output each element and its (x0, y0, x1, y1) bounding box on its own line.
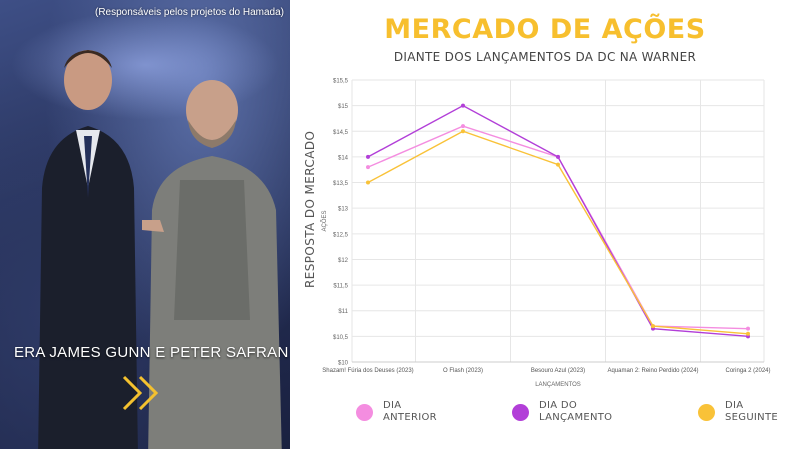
legend-label-line1: DIA (383, 400, 402, 411)
double-chevron-right-icon (122, 375, 159, 411)
y-tick-label: $14 (338, 155, 349, 161)
y-tick-label: $12 (338, 258, 349, 264)
legend-item-dia-do-lancamento: DIA DO LANÇAMENTO (512, 400, 619, 424)
person-left-figure (38, 50, 138, 449)
y-tick-label: $13 (338, 207, 349, 213)
legend-item-dia-seguinte: DIA SEGUINTE (698, 400, 800, 424)
x-tick-label: O Flash (2023) (443, 368, 483, 374)
chart-legend: DIA ANTERIOR DIA DO LANÇAMENTO DIA SEGUI… (290, 400, 800, 440)
side-label: RESPOSTA DO MERCADO (303, 130, 317, 288)
line-chart: $10 $10,5 $11 $11,5 $12 $12,5 $13 $13,5 $14 $14,5… (321, 79, 771, 389)
legend-label-line1: DIA DO (539, 400, 578, 411)
data-point (461, 124, 465, 129)
legend-dot (356, 404, 373, 421)
legend-label: DIA SEGUINTE (725, 400, 800, 424)
y-tick-label: $15 (338, 104, 349, 110)
data-point (651, 324, 655, 329)
y-tick-label: $10,5 (333, 335, 349, 341)
data-point (556, 154, 560, 159)
x-axis-label: LANÇAMENTOS (535, 382, 581, 388)
series-line (367, 130, 749, 335)
x-tick-label: Besouro Azul (2023) (531, 368, 585, 374)
legend-label-line2: LANÇAMENTO (539, 412, 613, 423)
data-point (366, 180, 370, 185)
y-tick-label: $12,5 (333, 232, 349, 238)
photo-panel: (Responsáveis pelos projetos do Hamada) … (0, 0, 290, 449)
y-tick-label: $11,5 (333, 284, 348, 290)
legend-dot (512, 404, 529, 421)
page-title: MERCADO DE AÇÕES (384, 14, 706, 45)
legend-dot (698, 404, 715, 421)
legend-label: DIA ANTERIOR (383, 400, 463, 424)
data-point (461, 129, 465, 134)
x-tick-label: Aquaman 2: Reino Perdido (2024) (607, 368, 698, 374)
photo-caption: (Responsáveis pelos projetos do Hamada) (95, 7, 284, 18)
x-tick-label: Coringa 2 (2024) (725, 368, 770, 374)
data-point (366, 165, 370, 170)
data-point (461, 103, 465, 108)
data-point (746, 331, 750, 336)
legend-label: DIA DO LANÇAMENTO (539, 400, 619, 424)
data-point (366, 154, 370, 159)
y-tick-label: $14,5 (333, 130, 349, 136)
y-tick-label: $11 (338, 309, 348, 315)
person-right-figure (142, 80, 282, 449)
legend-label-line1: DIA (725, 400, 744, 411)
y-tick-label: $15,5 (333, 79, 349, 85)
y-axis-label: AÇÕES (321, 210, 328, 231)
legend-item-dia-anterior: DIA ANTERIOR (356, 400, 463, 424)
page-subtitle: DIANTE DOS LANÇAMENTOS DA DC NA WARNER (393, 50, 697, 64)
y-tick-label: $13,5 (333, 181, 349, 187)
y-tick-label: $10 (338, 361, 349, 367)
data-point (556, 162, 560, 167)
legend-label-line2: SEGUINTE (725, 412, 778, 423)
photo-headline: ERA JAMES GUNN E PETER SAFRAN (14, 344, 289, 361)
data-point (746, 326, 750, 331)
x-tick-label: Shazam! Fúria dos Deuses (2023) (322, 368, 413, 374)
legend-label-line2: ANTERIOR (383, 412, 437, 423)
series-line (367, 104, 749, 338)
